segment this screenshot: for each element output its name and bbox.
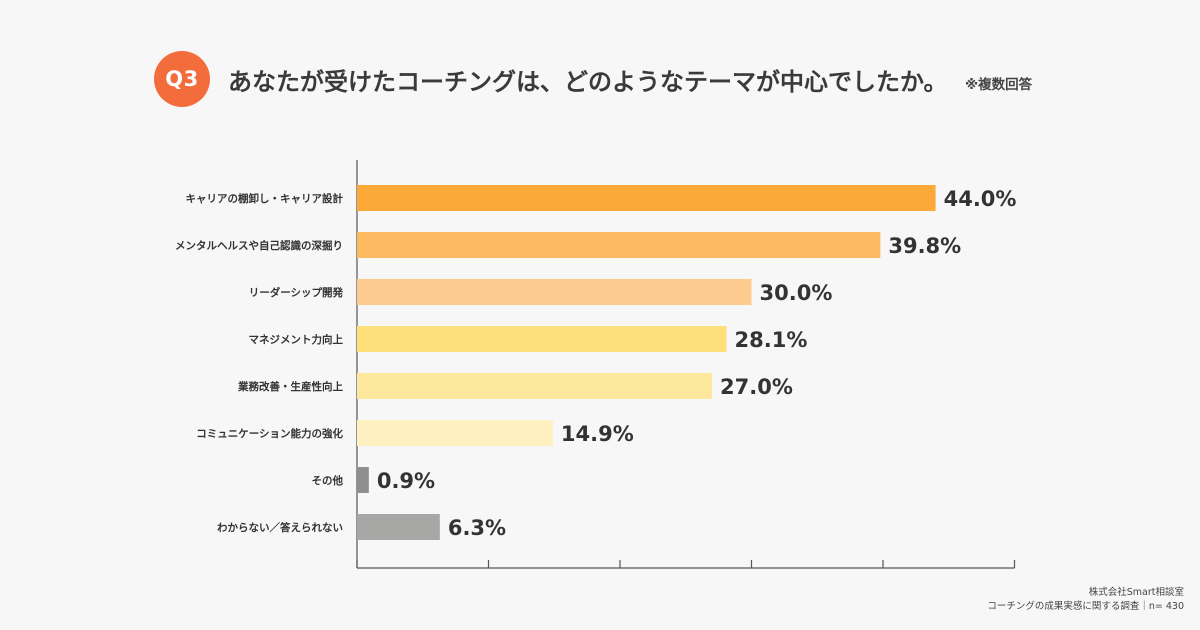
bar [357,185,936,211]
footer-survey: コーチングの成果実感に関する調査｜n= 430 [987,601,1184,612]
data-label: 30.0% [760,281,833,305]
data-label: 28.1% [735,328,808,352]
chart-title: あなたが受けたコーチングは、どのようなテーマが中心でしたか。 [228,68,948,96]
bar [357,232,881,258]
category-label: マネジメント力向上 [249,333,344,346]
footer: 株式会社Smart相談室 コーチングの成果実感に関する調査｜n= 430 [987,586,1184,614]
bar [357,467,369,493]
data-label: 0.9% [377,469,435,493]
category-label: 業務改善・生産性向上 [237,380,343,393]
question-badge: Q3 [154,51,210,107]
category-label: リーダーシップ開発 [249,286,344,299]
bar [357,373,713,399]
category-label: キャリアの棚卸し・キャリア設計 [186,192,344,205]
data-label: 14.9% [561,422,634,446]
bar [357,514,440,540]
category-label: わからない／答えられない [217,521,343,534]
data-label: 6.3% [448,516,506,540]
bar [357,279,752,305]
footer-company: 株式会社Smart相談室 [1088,587,1184,598]
category-label: メンタルヘルスや自己認識の深掘り [175,239,343,252]
category-label: その他 [312,474,344,487]
bar [357,326,727,352]
multiple-answer-note: ※複数回答 [965,77,1033,93]
bar [357,420,553,446]
data-label: 27.0% [720,375,793,399]
data-label: 44.0% [944,187,1017,211]
data-label: 39.8% [888,234,961,258]
category-label: コミュニケーション能力の強化 [196,427,343,440]
